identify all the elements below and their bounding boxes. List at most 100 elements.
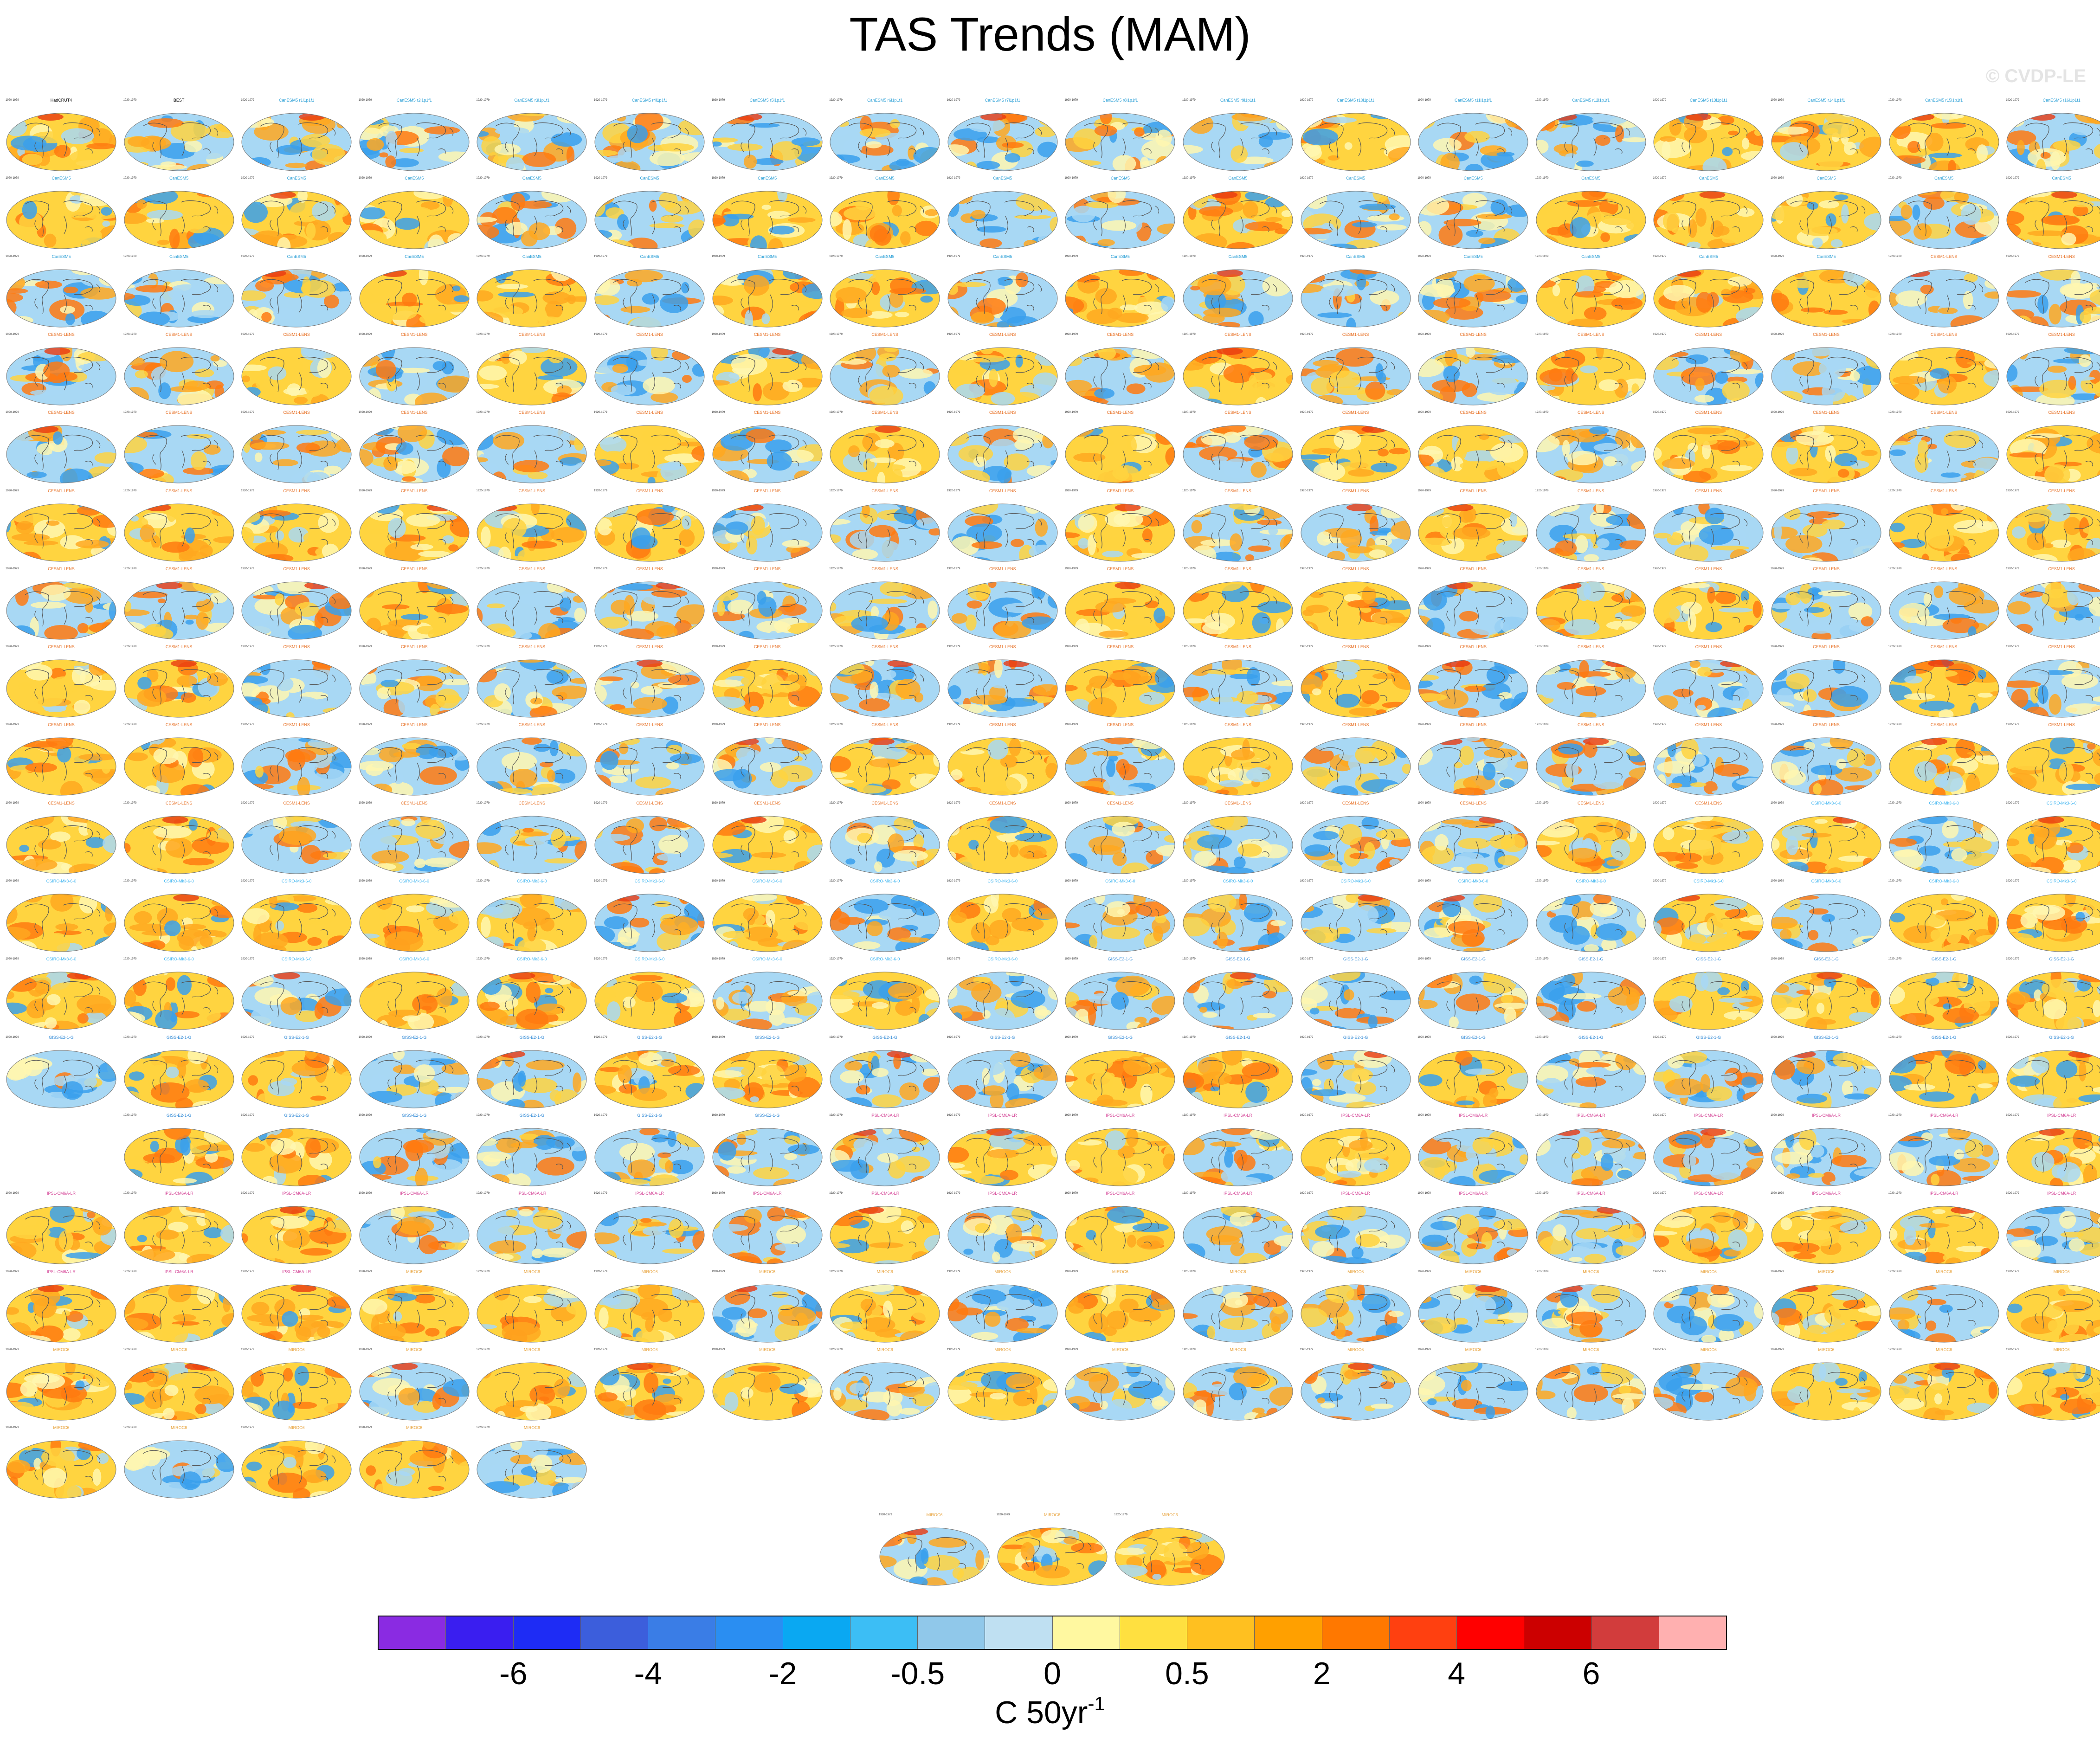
panel-label: CSIRO-Mk3-6-0 [1340, 879, 1371, 883]
panel-period: 1920-1979 [1300, 255, 1314, 258]
map-panel: CanESM5 r4i1p1f1 1920-1979 [592, 97, 707, 175]
trend-map [124, 894, 234, 952]
panel-period: 1920-1979 [947, 1036, 960, 1039]
map-panel: CESM1-LENS 1920-1979 [474, 488, 589, 566]
panel-label: CESM1-LENS [636, 488, 663, 493]
panel-label: GISS-E2-1-G [1108, 957, 1133, 962]
map-panel: MIROC6 1920-1979 [474, 1269, 589, 1347]
panel-label: CSIRO-Mk3-6-0 [634, 957, 665, 962]
panel-label: GISS-E2-1-G [990, 1035, 1015, 1040]
trend-map [1536, 113, 1646, 171]
trend-map [1065, 1050, 1175, 1108]
panel-period: 1920-1979 [1653, 1036, 1667, 1039]
trend-map [477, 347, 587, 406]
panel-label: CESM1-LENS [48, 566, 75, 571]
figure-title: TAS Trends (MAM) [849, 8, 1251, 61]
trend-map [712, 1206, 823, 1264]
map-panel: IPSL-CM6A-LR 1920-1979 [2004, 1113, 2100, 1191]
panel-label: CanESM5 r14i1p1f1 [1807, 98, 1845, 103]
map-panel: CESM1-LENS 1920-1979 [1416, 800, 1531, 878]
trend-map [594, 191, 705, 249]
panel-period: 1920-1979 [1535, 177, 1549, 180]
map-panel: CanESM5 1920-1979 [1180, 254, 1295, 332]
panel-label: CanESM5 [1581, 254, 1601, 259]
panel-label: CESM1-LENS [754, 410, 781, 415]
panel-period: 1920-1979 [1064, 177, 1078, 180]
panel-label: MIROC6 [1112, 1269, 1128, 1274]
map-panel: CESM1-LENS 1920-1979 [1298, 566, 1413, 644]
panel-period: 1920-1979 [476, 1426, 490, 1429]
panel-label: CESM1-LENS [48, 410, 75, 415]
map-panel: MIROC6 1920-1979 [357, 1347, 472, 1425]
panel-label: CESM1-LENS [2048, 488, 2075, 493]
panel-label: GISS-E2-1-G [754, 1035, 780, 1040]
colorbar-tick-label: -6 [499, 1656, 528, 1691]
trend-map [1065, 581, 1175, 640]
panel-label: GISS-E2-1-G [402, 1035, 427, 1040]
trend-map [1183, 1362, 1293, 1421]
trend-map [6, 1050, 116, 1108]
trend-map [241, 425, 352, 483]
trend-map [1889, 659, 1999, 718]
panel-period: 1920-1979 [241, 567, 254, 570]
panel-period: 1920-1979 [1300, 1270, 1314, 1273]
panel-label: CanESM5 r4i1p1f1 [631, 98, 668, 103]
trend-map [1889, 581, 1999, 640]
trend-map [947, 816, 1058, 874]
trend-map [594, 894, 705, 952]
panel-period: 1920-1979 [476, 99, 490, 102]
panel-period: 1920-1979 [947, 1348, 960, 1351]
map-panel: IPSL-CM6A-LR 1920-1979 [592, 1191, 707, 1269]
panel-label: CanESM5 r6i1p1f1 [867, 98, 903, 103]
panel-period: 1920-1979 [594, 177, 607, 180]
panel-label: CESM1-LENS [1813, 410, 1840, 415]
panel-label: CESM1-LENS [754, 722, 781, 728]
panel-period: 1920-1979 [947, 489, 960, 492]
map-panel: CanESM5 r13i1p1f1 1920-1979 [1651, 97, 1766, 175]
trend-map [359, 894, 470, 952]
trend-map [1889, 113, 1999, 171]
panel-period: 1920-1979 [829, 1114, 843, 1117]
panel-label: CanESM5 r2i1p1f1 [396, 98, 432, 103]
map-panel: MIROC6 1920-1979 [1063, 1347, 1178, 1425]
panel-period: 1920-1979 [1771, 1270, 1784, 1273]
trend-map [124, 347, 234, 406]
trend-map [241, 581, 352, 640]
trend-map [830, 972, 940, 1030]
map-panel: CESM1-LENS 1920-1979 [122, 488, 237, 566]
panel-label: MIROC6 [759, 1347, 776, 1352]
trend-map [1653, 1206, 1764, 1264]
panel-period: 1920-1979 [829, 801, 843, 805]
panel-label: IPSL-CM6A-LR [1929, 1113, 1958, 1118]
panel-label: CanESM5 r5i1p1f1 [749, 98, 785, 103]
map-panel: CanESM5 r11i1p1f1 1920-1979 [1416, 97, 1531, 175]
map-panel: CSIRO-Mk3-6-0 1920-1979 [2004, 878, 2100, 956]
panel-label: CESM1-LENS [1224, 488, 1251, 493]
trend-map [712, 581, 823, 640]
panel-period: 1920-1979 [829, 1192, 843, 1195]
panel-label: CanESM5 [993, 176, 1012, 181]
panel-label: CanESM5 [1699, 176, 1718, 181]
trend-map [1065, 503, 1175, 561]
map-panel: GISS-E2-1-G 1920-1979 [2004, 956, 2100, 1034]
map-panel: IPSL-CM6A-LR 1920-1979 [4, 1269, 119, 1347]
map-panel: CanESM5 1920-1979 [1063, 175, 1178, 253]
trend-map [1536, 1284, 1646, 1342]
trend-map [830, 113, 940, 171]
panel-label: CSIRO-Mk3-6-0 [1105, 879, 1135, 883]
panel-label: CSIRO-Mk3-6-0 [1576, 879, 1606, 883]
trend-map [6, 659, 116, 718]
trend-map [477, 1440, 587, 1499]
panel-period: 1920-1979 [1300, 801, 1314, 805]
panel-period: 1920-1979 [1417, 801, 1431, 805]
map-panel: CanESM5 1920-1979 [827, 254, 942, 332]
panel-period: 1920-1979 [1653, 1348, 1667, 1351]
panel-period: 1920-1979 [594, 801, 607, 805]
trend-map [594, 737, 705, 796]
map-panel: IPSL-CM6A-LR 1920-1979 [945, 1113, 1060, 1191]
panel-label: CESM1-LENS [165, 332, 193, 337]
panel-label: MIROC6 [288, 1347, 305, 1352]
trend-map [947, 347, 1058, 406]
map-panel: CSIRO-Mk3-6-0 1920-1979 [1533, 878, 1649, 956]
panel-label: CESM1-LENS [401, 644, 428, 650]
